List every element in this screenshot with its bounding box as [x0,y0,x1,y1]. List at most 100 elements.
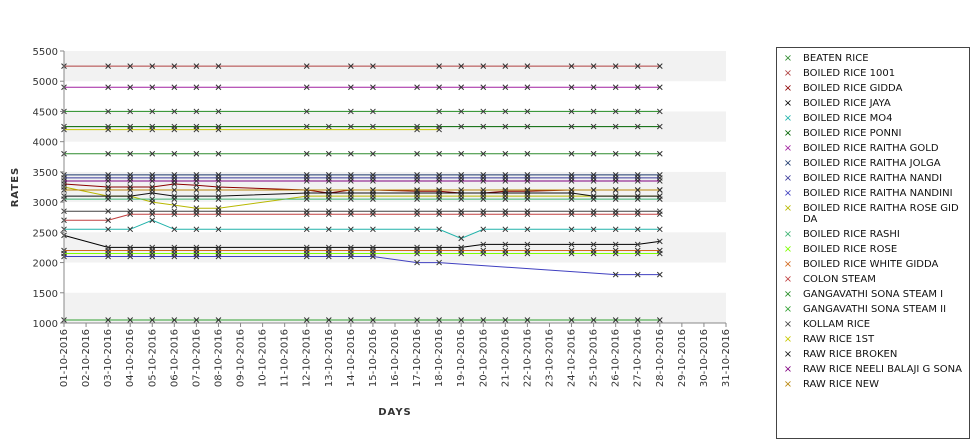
data-point [325,196,332,202]
data-point [303,187,310,193]
series-13 [61,247,663,254]
data-point [612,241,619,248]
legend-item[interactable]: × BOILED RICE 1001 [777,68,965,79]
data-point [524,226,531,233]
data-point [303,150,310,157]
legend-item[interactable]: × BOILED RICE ROSE [777,244,965,255]
legend-marker-icon: × [783,143,793,154]
data-point [171,187,178,193]
legend-item[interactable]: × BOILED RICE RAITHA ROSE GIDDA [777,203,965,225]
legend-item[interactable]: × BEATEN RICE [777,53,965,64]
series-21 [61,187,663,193]
data-point [524,241,531,248]
data-point [634,247,641,254]
data-point [524,247,531,254]
legend-item[interactable]: × RAW RICE NEW [777,379,965,390]
legend-marker-icon: × [783,203,793,214]
x-tick-label: 28-10-2016 [655,329,666,387]
legend-item[interactable]: × BOILED RICE RASHI [777,229,965,240]
data-point [105,317,111,323]
data-point [590,108,597,115]
data-point [634,123,641,130]
legend-item[interactable]: × KOLLAM RICE [777,319,965,330]
data-point [656,271,663,278]
y-tick-label: 1000 [33,319,58,330]
x-tick-label: 06-10-2016 [169,329,180,387]
legend-item[interactable]: × RAW RICE BROKEN [777,349,965,360]
series-line [63,234,660,248]
data-point [612,123,619,130]
legend-item[interactable]: × RAW RICE 1ST [777,334,965,345]
data-point [171,178,178,184]
legend-item[interactable]: × COLON STEAM [777,274,965,285]
data-point [656,63,663,69]
data-point [524,123,531,130]
data-point [634,108,641,115]
series-1 [61,63,663,69]
x-axis-title: DAYS [378,407,412,418]
data-point [303,123,310,130]
data-point [127,193,134,199]
legend-item[interactable]: × BOILED RICE RAITHA JOLGA [777,158,965,169]
data-point [215,84,222,91]
data-point [480,187,487,193]
data-point [612,247,619,254]
data-point [480,123,487,130]
data-point [414,196,420,202]
data-point [612,150,619,157]
data-point [524,187,531,193]
legend-item[interactable]: × BOILED RICE RAITHA NANDINI [777,188,965,199]
data-point [215,108,222,115]
legend-marker-icon: × [783,128,793,139]
data-point [370,84,376,91]
data-point [590,178,597,184]
legend-label: BOILED RICE GIDDA [803,83,903,94]
data-point [502,226,509,233]
data-point [524,150,531,157]
legend-item[interactable]: × BOILED RICE PONNI [777,128,965,139]
legend-item[interactable]: × BOILED RICE MO4 [777,113,965,124]
data-point [348,317,354,323]
data-point [149,187,156,193]
legend-marker-icon: × [783,98,793,109]
data-point [215,63,222,69]
data-point [458,108,465,115]
x-tick-label: 10-10-2016 [258,329,269,387]
grid-band [64,292,726,323]
data-point [370,178,376,184]
series-15 [61,108,663,115]
data-point [149,126,156,133]
legend-item[interactable]: × BOILED RICE RAITHA NANDI [777,173,965,184]
data-point [590,247,597,254]
legend-item[interactable]: × RAW RICE NEELI BALAJI G SONA [777,364,965,375]
data-point [105,208,111,215]
legend-item[interactable]: × GANGAVATHI SONA STEAM I [777,289,965,300]
legend-item[interactable]: × BOILED RICE RAITHA GOLD [777,143,965,154]
y-tick-label: 2000 [33,259,58,270]
data-point [458,123,465,130]
legend-item[interactable]: × BOILED RICE JAYA [777,98,965,109]
legend-label: BEATEN RICE [803,53,869,64]
data-point [370,150,376,157]
data-point [612,108,619,115]
data-point [215,317,222,323]
legend-item[interactable]: × GANGAVATHI SONA STEAM II [777,304,965,315]
legend-label: BOILED RICE RAITHA NANDI [803,173,943,184]
data-point [127,84,134,91]
data-point [193,208,200,215]
data-point [325,150,332,157]
data-point [348,196,354,202]
data-point [612,84,619,91]
legend-marker-icon: × [783,304,793,315]
data-point [524,108,531,115]
data-point [105,178,111,184]
data-point [656,84,663,91]
legend-item[interactable]: × BOILED RICE WHITE GIDDA [777,259,965,270]
data-point [502,208,509,215]
legend: × BEATEN RICE × BOILED RICE 1001 × BOILED RIC… [776,47,970,439]
data-point [171,226,178,233]
data-point [634,150,641,157]
legend-item[interactable]: × BOILED RICE GIDDA [777,83,965,94]
legend-marker-icon: × [783,158,793,169]
x-tick-label: 22-10-2016 [522,329,533,387]
